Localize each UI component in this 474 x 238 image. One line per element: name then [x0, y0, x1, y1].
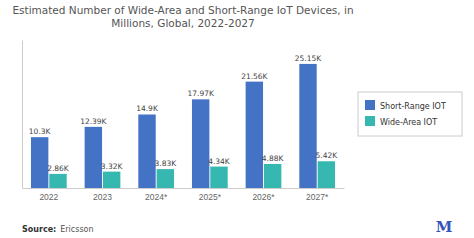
data-label: 10.3K [29, 127, 52, 136]
x-tick: 2023 [93, 188, 112, 202]
data-label: 12.39K [80, 117, 107, 126]
bar [138, 114, 155, 188]
x-tick: 2022 [39, 188, 58, 202]
y-axis-line [22, 41, 23, 189]
x-axis: 2022 2023 2024* 2025* 2026* 2027* [23, 188, 345, 202]
x-tick-label: 2022 [39, 192, 58, 202]
source-name: Ericsson [60, 225, 93, 234]
source-label: Source: [22, 225, 56, 234]
bar [210, 167, 227, 188]
source: Source: Ericsson [22, 225, 94, 234]
data-label: 3.32K [101, 162, 124, 171]
x-tick: 2025* [199, 188, 222, 202]
bar [192, 99, 209, 188]
legend: Short-Range IOT Wide-Area IOT [358, 92, 462, 136]
x-tick-label: 2024* [145, 192, 168, 202]
data-label: 5.42K [316, 151, 339, 160]
bar [31, 137, 48, 188]
x-tick: 2026* [252, 188, 275, 202]
data-label: 2.86K [47, 164, 70, 173]
bar [246, 82, 263, 188]
legend-swatch [365, 100, 375, 110]
legend-item: Wide-Area IOT [365, 116, 437, 127]
bar [103, 172, 120, 188]
legend-label: Short-Range IOT [380, 102, 446, 111]
legend-frame [358, 92, 462, 136]
title: Estimated Number of Wide-Area and Short-… [12, 4, 353, 29]
x-axis-line [23, 188, 345, 189]
bar [264, 164, 281, 188]
bar [299, 64, 316, 188]
x-tick-label: 2026* [252, 192, 275, 202]
data-label: 17.97K [187, 89, 214, 98]
bar [157, 169, 174, 188]
legend-item: Short-Range IOT [365, 100, 446, 111]
legend-swatch [365, 116, 375, 126]
x-tick-label: 2025* [199, 192, 222, 202]
x-tick: 2027* [306, 188, 329, 202]
data-labels: 10.3K 12.39K 14.9K 17.97K 21.56K 25.15K 2.86K 3… [29, 54, 338, 173]
x-tick: 2024* [145, 188, 168, 202]
bars [31, 64, 335, 188]
bar [85, 127, 102, 188]
bar [49, 174, 66, 188]
plot: 10.3K 12.39K 14.9K 17.97K 21.56K 25.15K 2.86K 3… [23, 41, 345, 203]
chart: Estimated Number of Wide-Area and Short-… [0, 0, 474, 238]
bar [318, 161, 335, 188]
data-label: 3.83K [155, 159, 178, 168]
data-label: 14.9K [136, 104, 159, 113]
data-label: 4.88K [262, 154, 285, 163]
x-tick-label: 2023 [93, 192, 112, 202]
x-tick-label: 2027* [306, 192, 329, 202]
data-label: 21.56K [241, 72, 268, 81]
data-label: 4.34K [208, 157, 231, 166]
y-axis [22, 41, 23, 189]
data-label: 25.15K [295, 54, 322, 63]
logo: M [436, 218, 453, 236]
legend-label: Wide-Area IOT [380, 118, 437, 127]
